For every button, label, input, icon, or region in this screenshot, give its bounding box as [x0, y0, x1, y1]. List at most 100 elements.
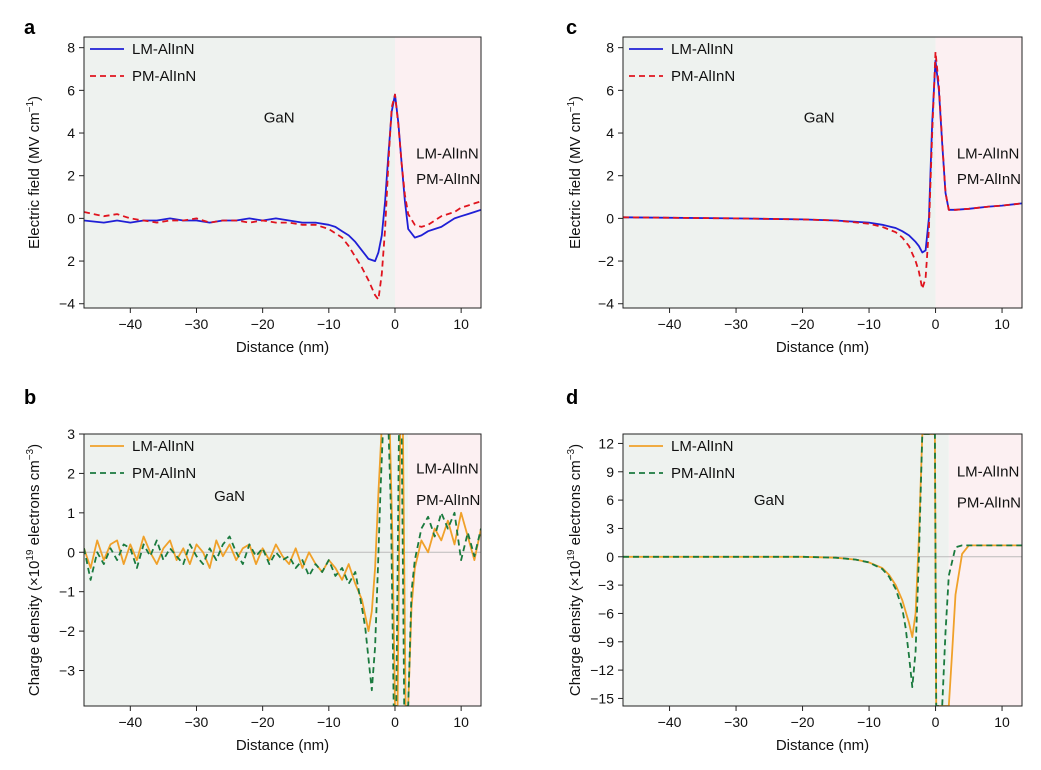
x-tick-label: 0 — [391, 714, 399, 730]
y-tick-label: −15 — [590, 690, 614, 706]
x-tick-label: 10 — [453, 316, 469, 332]
y-tick-label: 2 — [67, 253, 75, 269]
y-tick-label: 0 — [67, 544, 75, 560]
x-tick-label: −30 — [724, 316, 748, 332]
y-tick-label: 2 — [67, 465, 75, 481]
series-line-pm-alinn — [84, 93, 481, 301]
region-label-gan: GaN — [264, 109, 295, 126]
plot-frame — [83, 36, 482, 309]
x-tick-label: −40 — [118, 714, 142, 730]
legend-label-lm-alinn: LM-AlInN — [671, 41, 734, 58]
gan-region — [84, 434, 409, 706]
panel-letter-d: d — [566, 387, 578, 409]
y-tick-label: 6 — [606, 82, 614, 98]
alinn-region — [408, 434, 481, 706]
region-label-lm-alinn: LM-AlInN — [957, 146, 1020, 163]
x-tick-label: 10 — [994, 714, 1010, 730]
y-axis-label-sup: −1 — [566, 101, 577, 113]
y-axis-label-main: Electric field (MV cm — [567, 112, 584, 249]
x-tick-label: −10 — [857, 714, 881, 730]
x-tick-label: 0 — [932, 714, 940, 730]
panel-letter-b: b — [24, 387, 36, 409]
y-axis-label-main: Electric field (MV cm — [26, 112, 43, 249]
x-tick-label: −10 — [317, 714, 341, 730]
series-layer — [84, 434, 481, 706]
x-axis-label: Distance (nm) — [236, 737, 329, 754]
region-label-lm-alinn: LM-AlInN — [957, 464, 1020, 481]
x-tick-label: −40 — [658, 316, 682, 332]
y-tick-label: −3 — [59, 663, 75, 679]
y-tick-label: −1 — [59, 584, 75, 600]
legend-label-lm-alinn: LM-AlInN — [132, 438, 195, 455]
x-tick-label: 10 — [453, 714, 469, 730]
y-tick-label: 2 — [606, 168, 614, 184]
y-tick-label: 0 — [606, 549, 614, 565]
y-axis-label-sup2: −3 — [566, 448, 577, 460]
legend-label-lm-alinn: LM-AlInN — [671, 438, 734, 455]
panel-letter-a: a — [24, 17, 36, 39]
y-tick-label: −4 — [59, 296, 75, 312]
series-layer — [623, 51, 1022, 290]
y-axis-label-sup2: −3 — [25, 448, 36, 460]
y-axis-label-main: Charge density (×10 — [26, 561, 43, 697]
legend-label-pm-alinn: PM-AlInN — [671, 68, 735, 85]
y-axis-label-mid: electrons cm — [26, 460, 43, 549]
y-tick-label: −2 — [59, 623, 75, 639]
series-line-lm-alinn — [84, 93, 481, 262]
panel-a: a −40 −30 −20 −10 0 10 −4 2 0 2 4 6 8 GaN LM-AlInN P… — [24, 17, 482, 356]
x-tick-label: −30 — [724, 714, 748, 730]
y-tick-label: −9 — [598, 634, 614, 650]
region-label-lm-alinn: LM-AlInN — [416, 460, 479, 477]
region-label-gan: GaN — [804, 109, 835, 126]
legend: LM-AlInN PM-AlInN — [90, 41, 196, 85]
gan-region — [623, 37, 936, 308]
legend-label-lm-alinn: LM-AlInN — [132, 41, 195, 58]
legend: LM-AlInN PM-AlInN — [629, 438, 735, 482]
legend: LM-AlInN PM-AlInN — [629, 41, 735, 85]
y-tick-label: 12 — [598, 435, 614, 451]
series-line-pm-alinn — [623, 434, 1022, 706]
y-axis-label-end: ) — [26, 96, 43, 101]
y-axis-label-end: ) — [26, 444, 43, 449]
y-axis-label-sup: 19 — [566, 549, 577, 561]
legend-label-pm-alinn: PM-AlInN — [132, 68, 196, 85]
x-axis-label: Distance (nm) — [236, 339, 329, 356]
legend-label-pm-alinn: PM-AlInN — [132, 465, 196, 482]
y-axis-label: Electric field (MV cm−1) — [25, 96, 43, 249]
region-label-pm-alinn: PM-AlInN — [957, 171, 1021, 188]
x-tick-label: −30 — [185, 714, 209, 730]
series-layer — [84, 93, 481, 301]
y-tick-label: 1 — [67, 505, 75, 521]
y-axis-label: Electric field (MV cm−1) — [566, 96, 584, 249]
legend: LM-AlInN PM-AlInN — [90, 438, 196, 482]
y-tick-label: 4 — [67, 125, 75, 141]
region-label-pm-alinn: PM-AlInN — [416, 492, 480, 509]
y-axis-label-end: ) — [567, 444, 584, 449]
y-tick-label: 3 — [606, 520, 614, 536]
y-tick-label: 6 — [67, 82, 75, 98]
region-label-gan: GaN — [754, 492, 785, 509]
y-axis-label-mid: electrons cm — [567, 460, 584, 549]
plot-frame — [83, 433, 482, 707]
gan-region — [84, 37, 395, 308]
y-tick-label: 8 — [67, 40, 75, 56]
region-label-pm-alinn: PM-AlInN — [957, 495, 1021, 512]
y-tick-label: −2 — [598, 253, 614, 269]
x-tick-label: −20 — [251, 316, 275, 332]
y-tick-label: 9 — [606, 464, 614, 480]
y-tick-label: 2 — [67, 168, 75, 184]
series-line-pm-alinn — [84, 434, 481, 706]
region-label-gan: GaN — [214, 488, 245, 505]
alinn-region — [935, 37, 1022, 308]
x-tick-label: −40 — [118, 316, 142, 332]
x-tick-label: −20 — [251, 714, 275, 730]
x-axis-label: Distance (nm) — [776, 737, 869, 754]
y-tick-label: 0 — [67, 210, 75, 226]
y-tick-label: 4 — [606, 125, 614, 141]
